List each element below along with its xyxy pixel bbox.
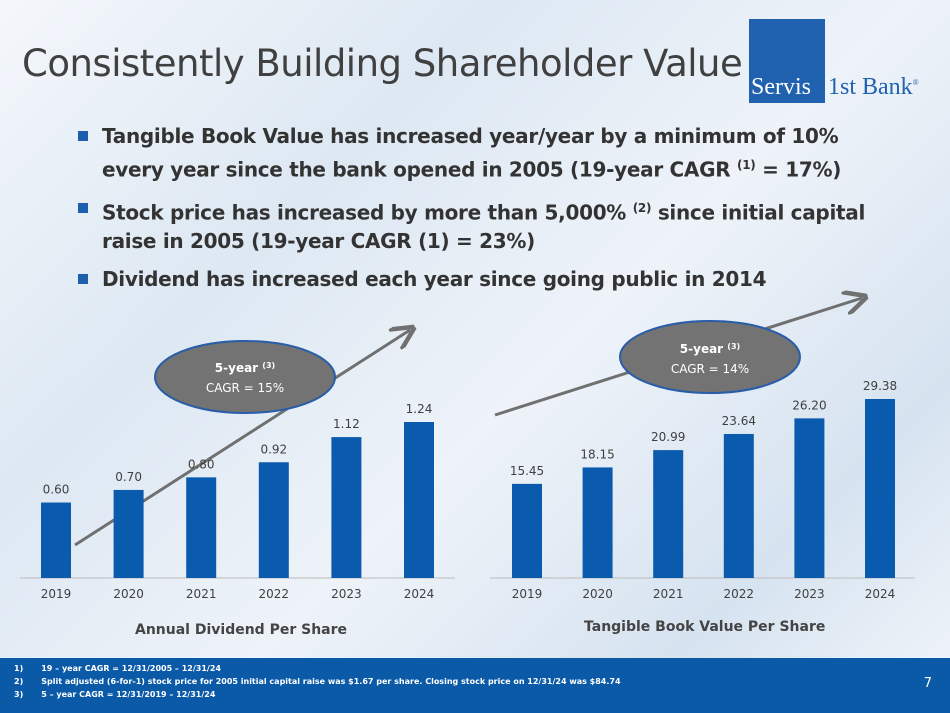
- bar: [41, 502, 71, 578]
- tick-label: 2020: [582, 587, 613, 601]
- bar: [723, 433, 754, 578]
- data-label: 18.15: [580, 447, 614, 461]
- data-label: 0.80: [188, 457, 215, 471]
- bar: [258, 462, 289, 578]
- data-label: 15.45: [510, 464, 544, 478]
- data-label: 1.12: [333, 417, 360, 431]
- tick-label: 2019: [512, 587, 543, 601]
- tbv-chart-title: Tangible Book Value Per Share: [584, 619, 826, 635]
- servisfirst-bank-logo: Servis 1st Bank®: [749, 19, 949, 104]
- page-number: 7: [923, 676, 932, 691]
- bar: [404, 422, 434, 578]
- data-label: 0.60: [43, 483, 70, 497]
- bullet-dividend: Dividend has increased each year since g…: [78, 265, 878, 294]
- svg-text:CAGR = 14%: CAGR = 14%: [671, 362, 749, 376]
- data-label: 20.99: [651, 430, 685, 444]
- bar: [186, 477, 217, 578]
- tick-label: 2021: [186, 587, 217, 601]
- bullet-stock: Stock price has increased by more than 5…: [78, 194, 878, 257]
- slide-title: Consistently Building Shareholder Value: [22, 42, 743, 85]
- bullet-tbv: Tangible Book Value has increased year/y…: [78, 122, 878, 185]
- svg-text:5-year (3): 5-year (3): [215, 361, 275, 375]
- tick-label: 2024: [865, 587, 896, 601]
- data-label: 23.64: [722, 414, 756, 428]
- tick-label: 2023: [794, 587, 825, 601]
- tick-label: 2023: [331, 587, 362, 601]
- data-label: 29.38: [863, 379, 897, 393]
- cagr-callout-right: 5-year (3) CAGR = 14%: [619, 320, 801, 394]
- bar: [113, 489, 144, 578]
- dividend-chart-title: Annual Dividend Per Share: [135, 622, 348, 638]
- bar: [331, 437, 362, 578]
- bar: [512, 483, 542, 578]
- bullet-list: Tangible Book Value has increased year/y…: [78, 122, 878, 303]
- data-label: 1.24: [406, 402, 433, 416]
- cagr-callout-left: 5-year (3) CAGR = 15%: [154, 340, 336, 414]
- bar: [582, 467, 613, 578]
- tick-label: 2019: [41, 587, 72, 601]
- footnotes: 1) 19 – year CAGR = 12/31/2005 – 12/31/24…: [0, 658, 950, 713]
- bar: [794, 418, 825, 578]
- tick-label: 2024: [404, 587, 435, 601]
- bar: [653, 450, 684, 578]
- tick-label: 2021: [653, 587, 684, 601]
- svg-text:5-year (3): 5-year (3): [680, 342, 740, 356]
- data-label: 0.70: [115, 470, 142, 484]
- tick-label: 2020: [113, 587, 144, 601]
- tick-label: 2022: [259, 587, 290, 601]
- svg-text:CAGR = 15%: CAGR = 15%: [206, 381, 284, 395]
- tick-label: 2022: [724, 587, 755, 601]
- data-label: 26.20: [792, 398, 826, 412]
- bar: [865, 399, 895, 578]
- data-label: 0.92: [260, 442, 287, 456]
